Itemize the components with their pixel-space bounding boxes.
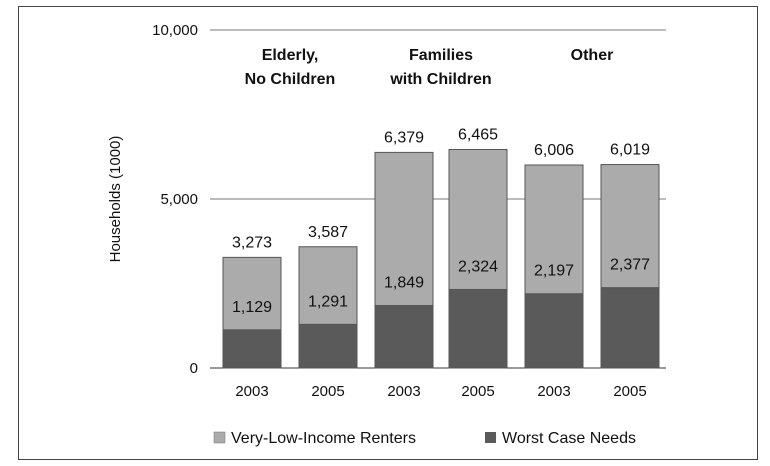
value-label-total: 3,273 [232, 234, 272, 251]
group-label: Elderly, [262, 47, 319, 64]
legend-swatch-very-low-income-renters [213, 431, 226, 444]
bar-worst-case-needs [448, 288, 508, 369]
x-tick-label: 2005 [613, 383, 646, 400]
x-tick-label: 2005 [461, 383, 494, 400]
value-label-worst-case: 2,324 [458, 258, 498, 275]
value-label-total: 6,019 [610, 142, 650, 159]
bar-worst-case-needs [600, 287, 660, 369]
x-tick-label: 2005 [311, 383, 344, 400]
y-tick-label: 10,000 [152, 22, 198, 39]
value-label-worst-case: 1,849 [384, 275, 424, 292]
y-axis-label: Households (1000) [107, 136, 124, 263]
value-label-worst-case: 2,377 [610, 257, 650, 274]
bar-worst-case-needs [524, 293, 584, 369]
y-tick-label: 5,000 [160, 191, 198, 208]
value-label-total: 6,465 [458, 126, 498, 143]
legend-swatch-worst-case-needs [485, 432, 496, 443]
x-tick-label: 2003 [537, 383, 570, 400]
value-label-worst-case: 1,129 [232, 299, 272, 316]
value-label-worst-case: 1,291 [308, 293, 348, 310]
bar-worst-case-needs [374, 305, 434, 369]
value-label-worst-case: 2,197 [534, 263, 574, 280]
value-label-total: 6,379 [384, 129, 424, 146]
legend-label-very-low-income-renters: Very-Low-Income Renters [231, 430, 416, 447]
bar-worst-case-needs [298, 323, 358, 369]
legend-label-worst-case-needs: Worst Case Needs [502, 430, 636, 447]
y-tick-label: 0 [190, 360, 198, 377]
bar-worst-case-needs [222, 329, 282, 369]
group-label: No Children [245, 71, 336, 88]
x-tick-label: 2003 [387, 383, 420, 400]
value-label-total: 3,587 [308, 224, 348, 241]
group-label: with Children [389, 71, 491, 88]
group-label: Other [571, 47, 614, 64]
x-tick-label: 2003 [235, 383, 268, 400]
value-label-total: 6,006 [534, 142, 574, 159]
group-label: Families [409, 47, 473, 64]
